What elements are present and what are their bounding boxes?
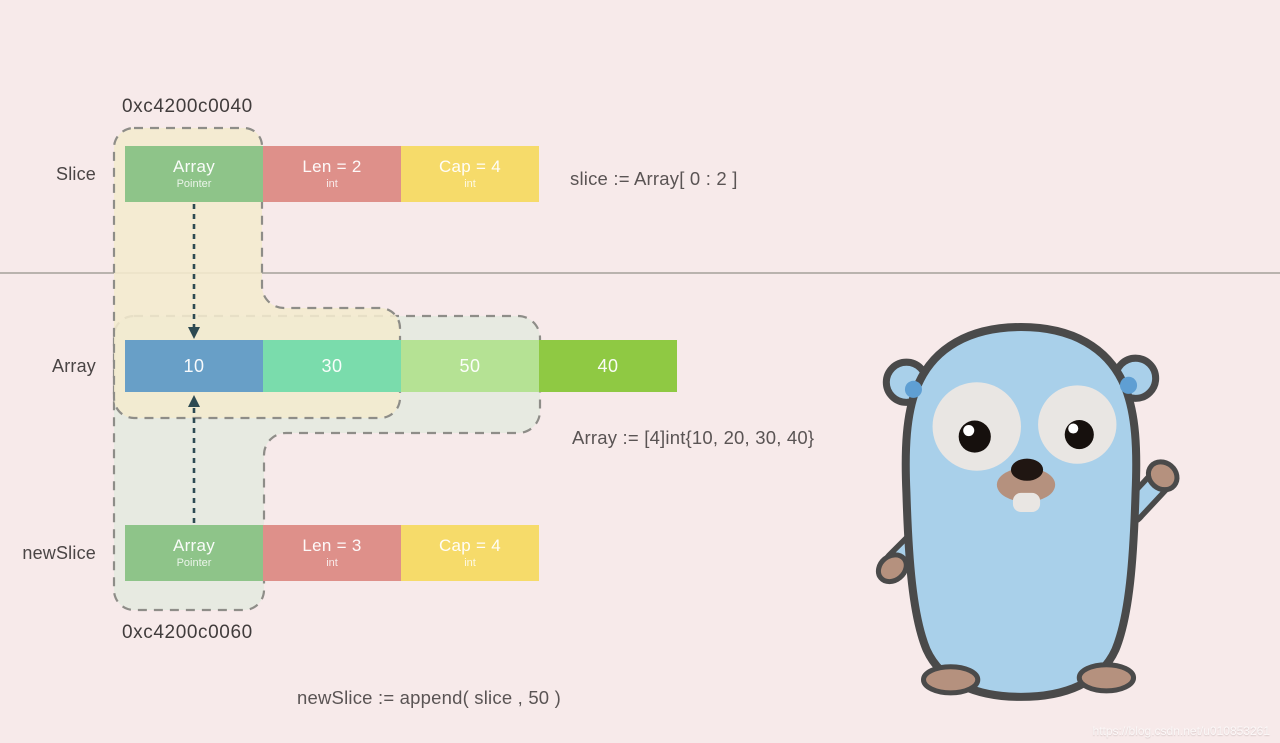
slice-array-pointer-cell: Array Pointer	[125, 146, 263, 202]
array-row: 10 30 50 40	[125, 340, 677, 392]
slice-len-cell: Len = 2 int	[263, 146, 401, 202]
newslice-pointer-arrow	[188, 395, 200, 523]
csdn-watermark: https://blog.csdn.net/u010853261	[1092, 724, 1270, 738]
array-cell-1: 30	[263, 340, 401, 392]
newslice-address: 0xc4200c0060	[122, 622, 253, 643]
slice-cap-cell: Cap = 4 int	[401, 146, 539, 202]
array-row-label: Array	[51, 356, 96, 376]
newslice-len-cell: Len = 3 int	[263, 525, 401, 581]
newslice-code-caption: newSlice := append( slice , 50 )	[297, 687, 561, 708]
section-divider	[0, 272, 1280, 274]
go-gopher-icon	[875, 323, 1180, 701]
array-cell-2: 50	[401, 340, 539, 392]
slice-struct-row: Array Pointer Len = 2 int Cap = 4 int	[125, 146, 539, 202]
array-code-caption: Array := [4]int{10, 20, 30, 40}	[572, 427, 815, 448]
newslice-cap-cell: Cap = 4 int	[401, 525, 539, 581]
slice-code-caption: slice := Array[ 0 : 2 ]	[570, 168, 738, 189]
newslice-row-label: newSlice	[22, 543, 96, 563]
slice-row-label: Slice	[55, 164, 96, 184]
array-cell-3: 40	[539, 340, 677, 392]
newslice-array-pointer-cell: Array Pointer	[125, 525, 263, 581]
slice-address: 0xc4200c0040	[122, 96, 253, 117]
newslice-struct-row: Array Pointer Len = 3 int Cap = 4 int	[125, 525, 539, 581]
array-cell-0: 10	[125, 340, 263, 392]
